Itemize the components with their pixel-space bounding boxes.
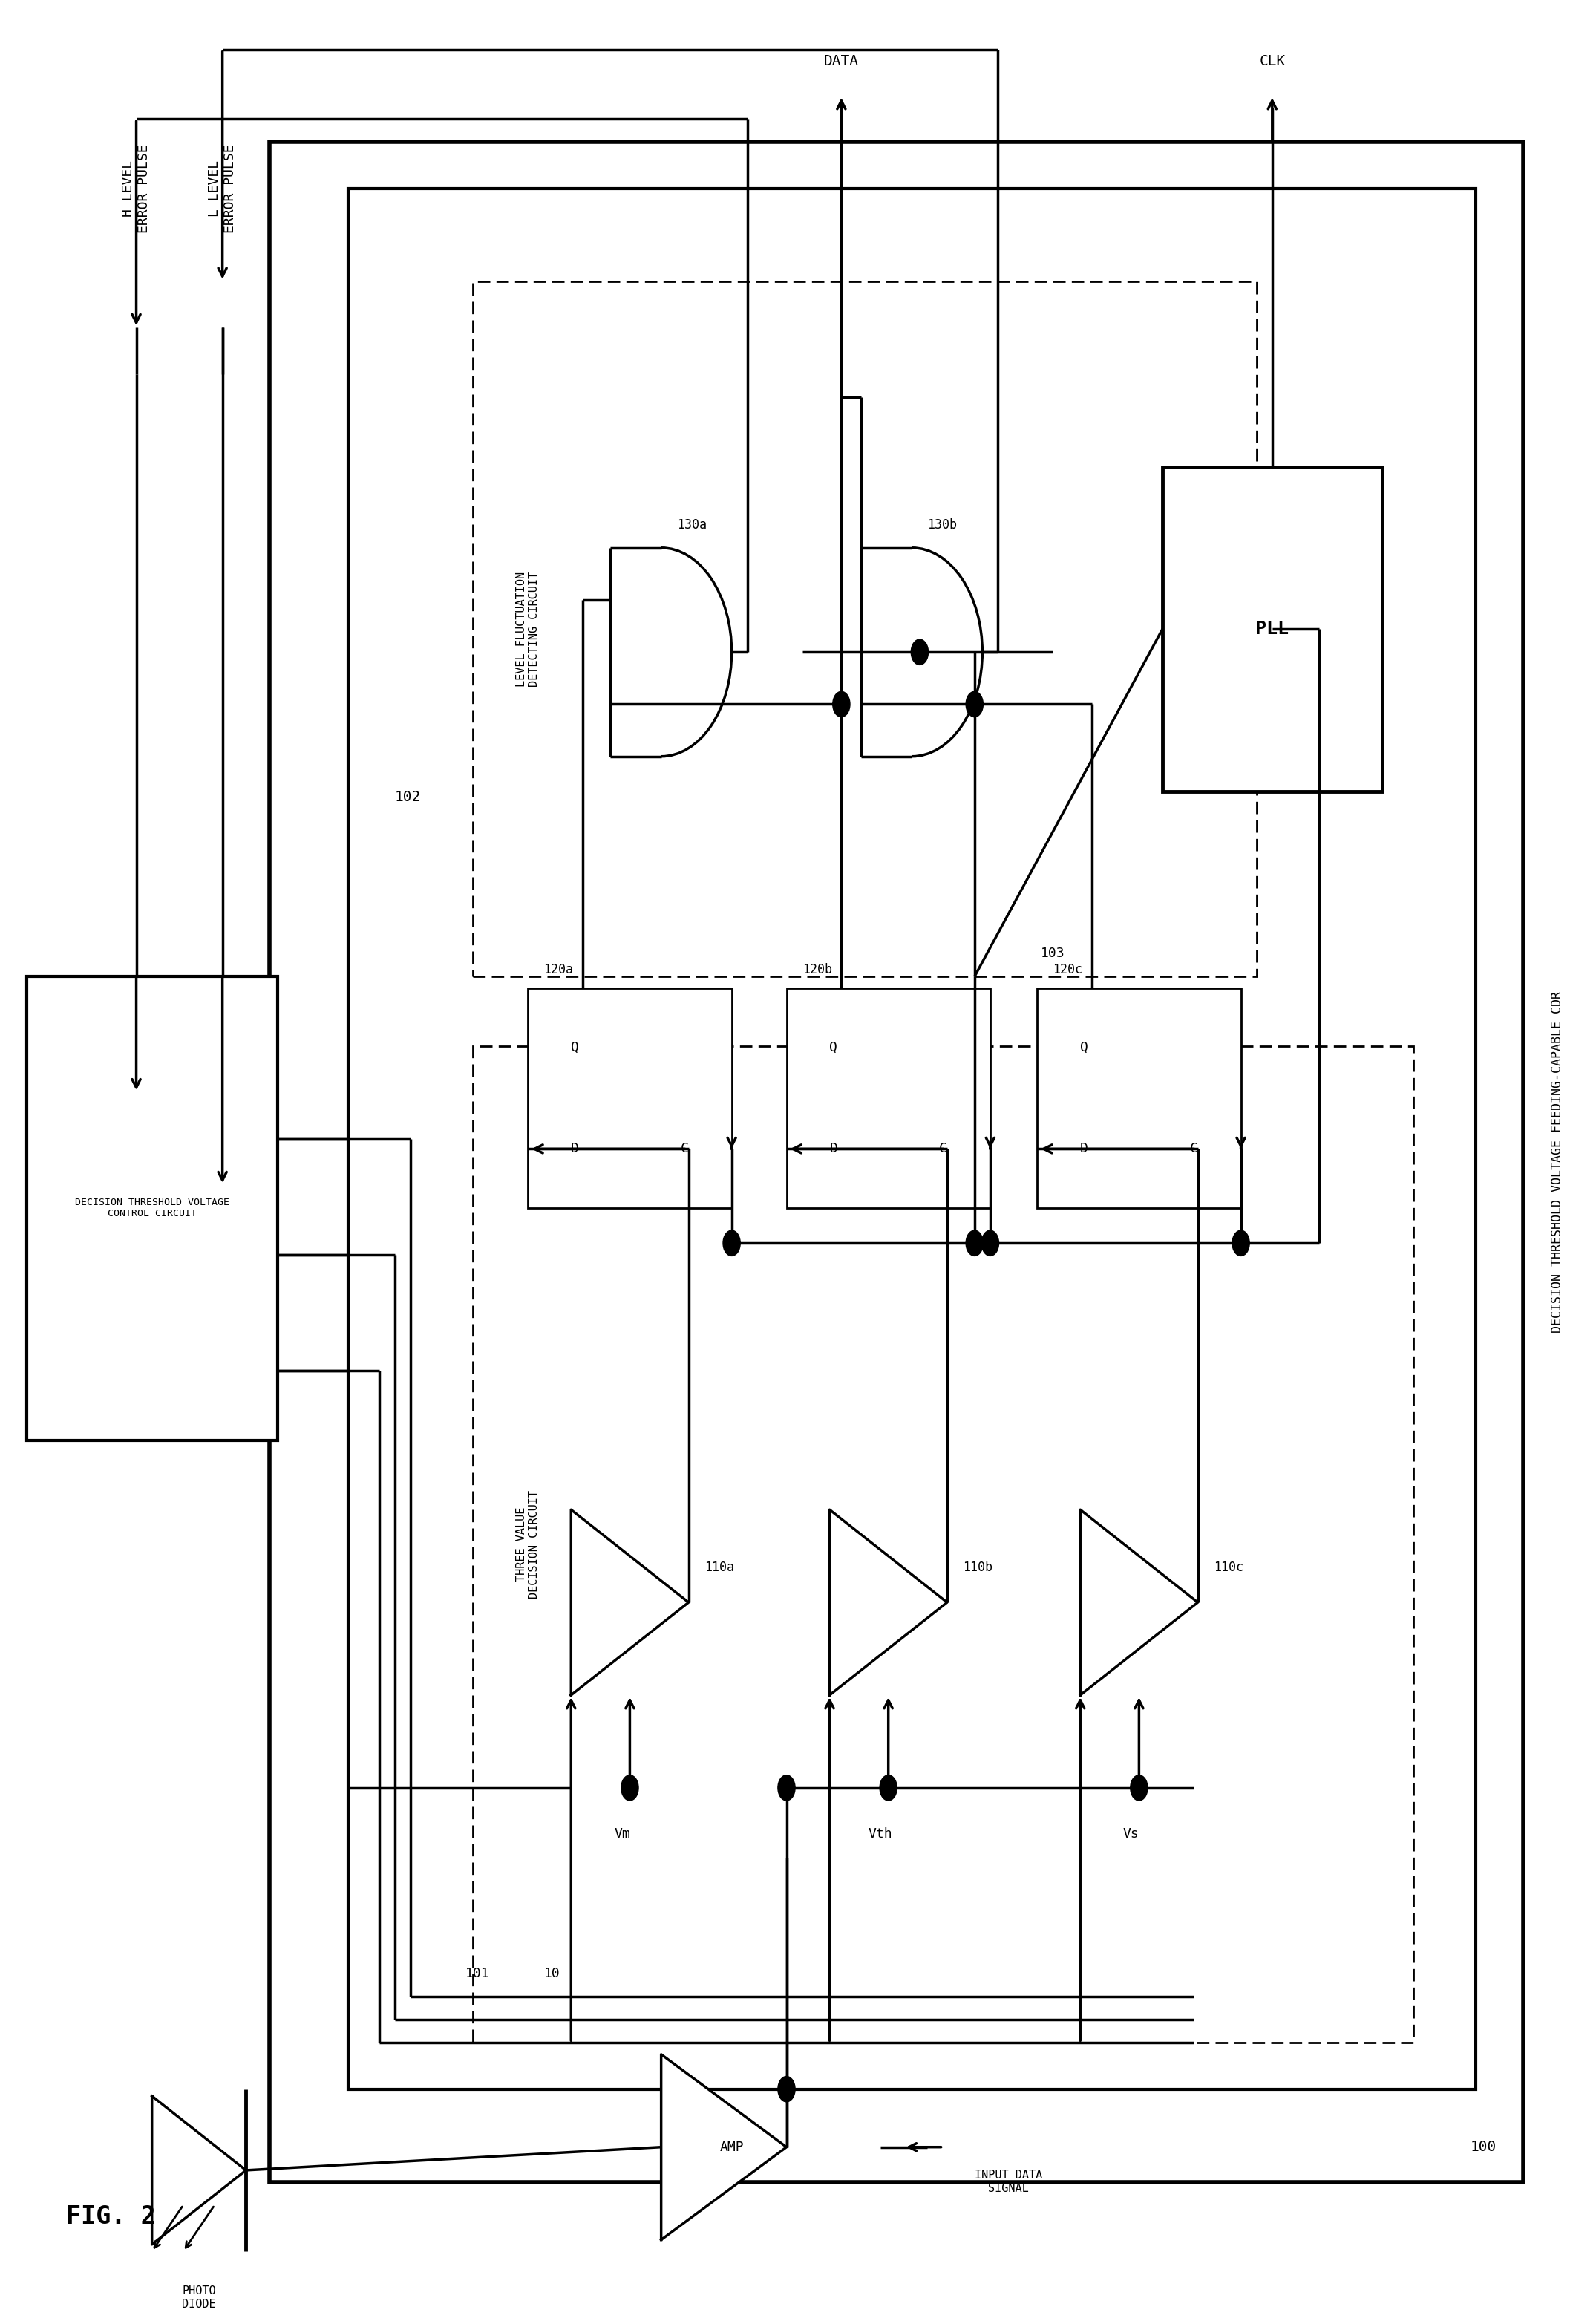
Text: DATA: DATA xyxy=(824,53,859,67)
Text: INPUT DATA
SIGNAL: INPUT DATA SIGNAL xyxy=(975,2171,1043,2194)
Text: AMP: AMP xyxy=(719,2140,744,2154)
Circle shape xyxy=(879,1776,897,1801)
Text: 10: 10 xyxy=(544,1966,560,1980)
Circle shape xyxy=(724,1229,741,1255)
Text: 120c: 120c xyxy=(1052,962,1082,976)
Text: LEVEL FLUCTUATION
DETECTING CIRCUIT: LEVEL FLUCTUATION DETECTING CIRCUIT xyxy=(516,572,540,686)
Circle shape xyxy=(982,1229,999,1255)
Bar xyxy=(27,976,277,1441)
Text: L LEVEL
ERROR PULSE: L LEVEL ERROR PULSE xyxy=(208,144,238,232)
Text: CLK: CLK xyxy=(1258,53,1285,67)
Text: Q: Q xyxy=(829,1041,837,1055)
Polygon shape xyxy=(153,2096,245,2245)
Text: C: C xyxy=(681,1141,689,1155)
Text: THREE VALUE
DECISION CIRCUIT: THREE VALUE DECISION CIRCUIT xyxy=(516,1490,540,1599)
Circle shape xyxy=(779,2075,794,2101)
Text: 120b: 120b xyxy=(802,962,832,976)
Text: H LEVEL
ERROR PULSE: H LEVEL ERROR PULSE xyxy=(121,144,151,232)
Circle shape xyxy=(966,693,983,718)
Text: 101: 101 xyxy=(466,1966,489,1980)
Text: Vth: Vth xyxy=(868,1827,892,1841)
Text: FIG. 2: FIG. 2 xyxy=(66,2205,156,2229)
Text: D: D xyxy=(829,1141,837,1155)
Bar xyxy=(473,1046,1413,2043)
Bar xyxy=(1162,467,1383,790)
Circle shape xyxy=(832,693,849,718)
Bar xyxy=(1037,988,1241,1208)
Circle shape xyxy=(621,1776,639,1801)
Polygon shape xyxy=(571,1511,689,1694)
Bar xyxy=(348,188,1475,2089)
Text: 100: 100 xyxy=(1471,2140,1497,2154)
Text: Vs: Vs xyxy=(1123,1827,1139,1841)
Circle shape xyxy=(911,639,928,665)
Bar xyxy=(786,988,989,1208)
Text: 120a: 120a xyxy=(544,962,573,976)
Text: 103: 103 xyxy=(1041,946,1065,960)
Bar xyxy=(473,281,1257,976)
Text: 110c: 110c xyxy=(1213,1562,1243,1573)
Text: 130a: 130a xyxy=(676,518,706,532)
Circle shape xyxy=(779,1776,794,1801)
Polygon shape xyxy=(661,2054,786,2240)
Text: D: D xyxy=(571,1141,579,1155)
Polygon shape xyxy=(1081,1511,1197,1694)
Text: C: C xyxy=(939,1141,947,1155)
Text: Q: Q xyxy=(571,1041,579,1055)
Bar xyxy=(269,142,1523,2182)
Text: D: D xyxy=(1081,1141,1089,1155)
Bar xyxy=(529,988,731,1208)
Circle shape xyxy=(1131,1776,1148,1801)
Text: 110a: 110a xyxy=(705,1562,735,1573)
Text: Vm: Vm xyxy=(613,1827,631,1841)
Text: PHOTO
DIODE: PHOTO DIODE xyxy=(182,2287,216,2310)
Text: DECISION THRESHOLD VOLTAGE
CONTROL CIRCUIT: DECISION THRESHOLD VOLTAGE CONTROL CIRCU… xyxy=(76,1197,230,1218)
Circle shape xyxy=(966,1229,983,1255)
Text: 102: 102 xyxy=(395,790,422,804)
Text: C: C xyxy=(1189,1141,1199,1155)
Circle shape xyxy=(1232,1229,1249,1255)
Text: 110b: 110b xyxy=(963,1562,993,1573)
Text: 130b: 130b xyxy=(928,518,958,532)
Polygon shape xyxy=(829,1511,947,1694)
Text: DECISION THRESHOLD VOLTAGE FEEDING-CAPABLE CDR: DECISION THRESHOLD VOLTAGE FEEDING-CAPAB… xyxy=(1551,992,1564,1332)
Text: PLL: PLL xyxy=(1255,621,1288,637)
Text: Q: Q xyxy=(1081,1041,1089,1055)
